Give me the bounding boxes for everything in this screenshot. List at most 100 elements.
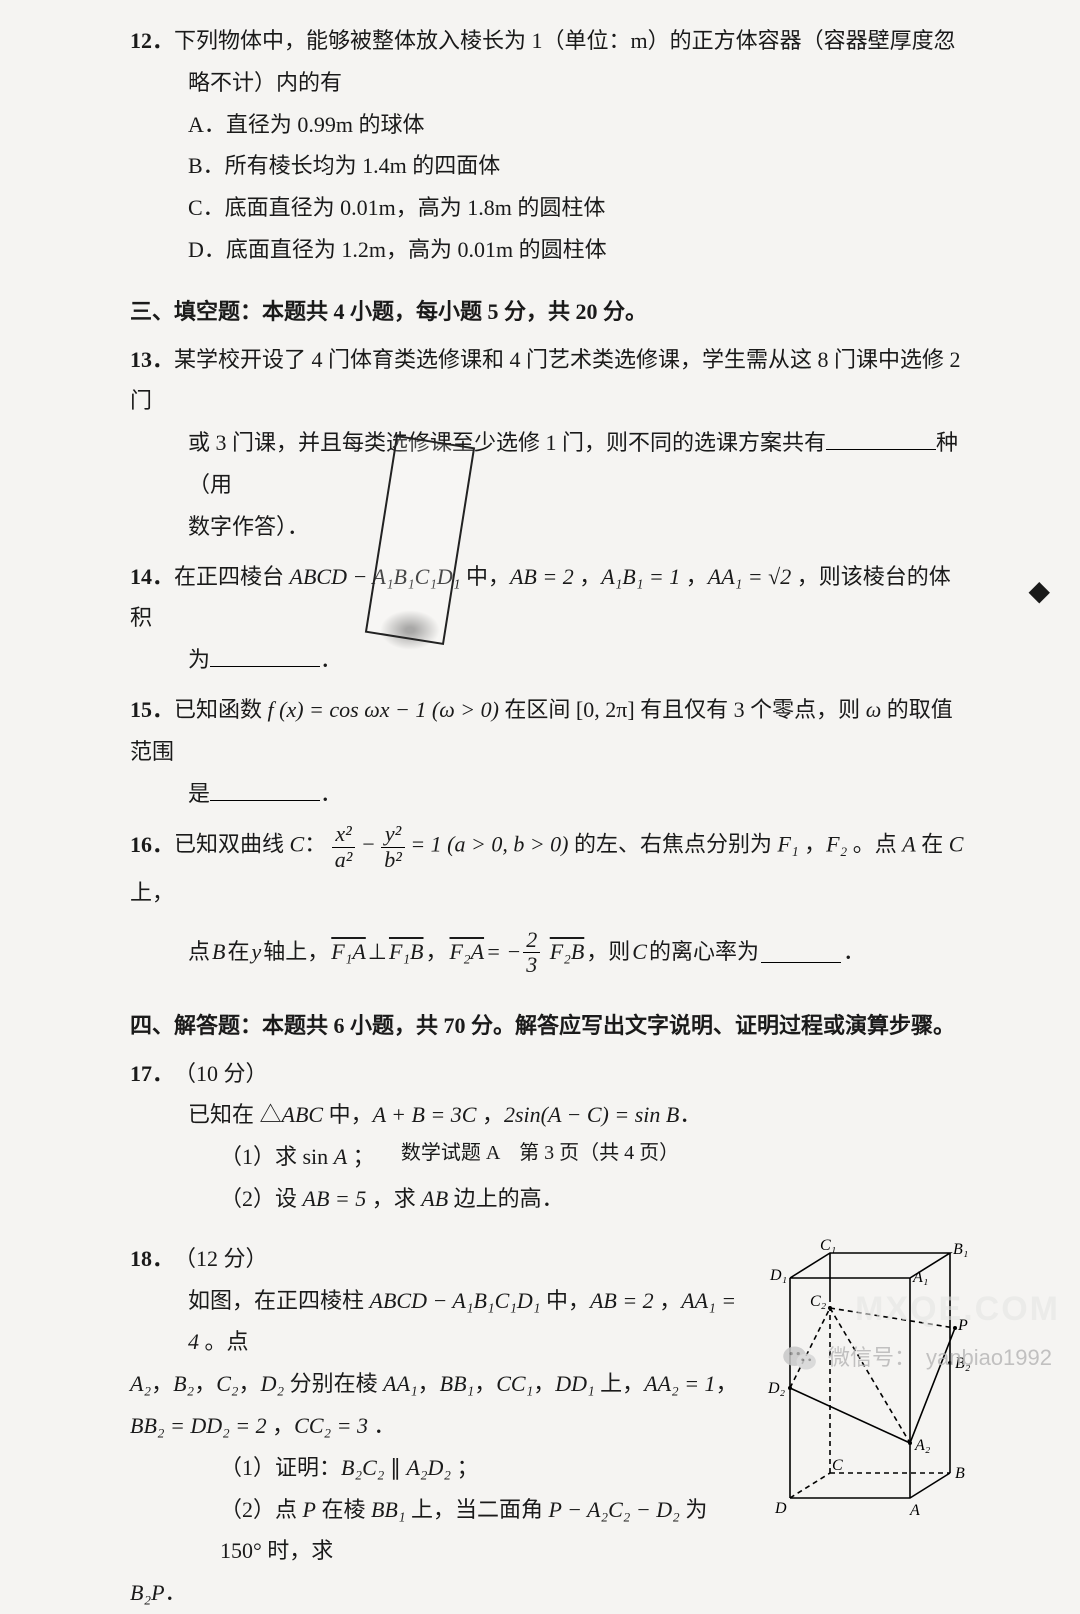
q17-l1a: 已知在 △ — [188, 1102, 282, 1127]
q18-c4: ， — [239, 1371, 261, 1396]
q16-l2e: 的离心率为 — [649, 931, 759, 973]
q18-ab2: AB = 2 — [590, 1288, 654, 1313]
q12-stem1: 下列物体中，能够被整体放入棱长为 1（单位：m）的正方体容器（容器壁厚度忽 — [174, 28, 956, 53]
q18-par: ∥ — [384, 1455, 406, 1480]
q18-A2: A₂ — [130, 1371, 151, 1396]
q15-blank — [210, 779, 320, 801]
q12-stem2: 略不计）内的有 — [130, 62, 970, 104]
q16-frac2-d: b² — [381, 848, 405, 872]
q16-l2d: ，则 — [586, 931, 630, 973]
q17-p2c: 边上的高． — [448, 1186, 564, 1211]
q16-frac2-n: y² — [381, 822, 405, 847]
q14-period: ． — [320, 647, 342, 672]
q18-abcd: ABCD − A₁B₁C₁D₁ — [370, 1288, 541, 1313]
q18-l2c: 上， — [595, 1371, 645, 1396]
lbl-B: B — [955, 1465, 965, 1482]
lbl-C: C — [832, 1457, 843, 1474]
q16-frac23: 23 — [523, 928, 540, 977]
q16-F2: F₂ — [826, 832, 847, 857]
q16-l1b: 的左、右焦点分别为 — [569, 832, 778, 857]
page-footer: 数学试题 A 第 3 页（共 4 页） — [130, 1134, 950, 1172]
q14-aa1: AA₁ = √2 — [708, 564, 791, 589]
q18-l1c: 。点 — [199, 1329, 249, 1354]
q16-frac1-d: a² — [332, 848, 356, 872]
q16-perp: ⊥ — [368, 931, 387, 973]
lbl-D2: D₂ — [767, 1380, 786, 1397]
q12-num: 12． — [130, 20, 174, 62]
q16-C: C — [290, 832, 305, 857]
q18-D2: D₂ — [261, 1371, 285, 1396]
q17-p2a: （2）设 — [220, 1186, 303, 1211]
q16-frac23-d: 3 — [523, 953, 540, 977]
watermark-id: yanbiao1992 — [926, 1337, 1052, 1379]
q16-minus: − — [355, 832, 381, 857]
q18-BB1b: BB₁ — [371, 1497, 406, 1522]
q16-F1A: F₁A — [331, 931, 366, 973]
q16-l1d: 在 — [916, 832, 949, 857]
q18-BB1: BB₁ — [440, 1371, 475, 1396]
q18-c1: ， — [654, 1288, 682, 1313]
q17-ab5: AB = 5 — [303, 1186, 367, 1211]
q15-l1a: 已知函数 — [174, 697, 268, 722]
q16-A: A — [902, 832, 915, 857]
q18-pts: （12 分） — [174, 1246, 268, 1271]
q17-eq1: A + B = 3C — [373, 1102, 477, 1127]
q16-frac2: y²b² — [381, 822, 405, 871]
q14-blank — [210, 645, 320, 667]
q16-l1a: 已知双曲线 — [174, 832, 290, 857]
q15-period: ． — [320, 781, 342, 806]
q18-l1b: 中， — [540, 1288, 590, 1313]
q12-D: D．底面直径为 1.2m，高为 0.01m 的圆柱体 — [130, 229, 970, 271]
q18-P: P — [303, 1497, 316, 1522]
q17-pts: （10 分） — [174, 1061, 268, 1086]
q18-p2c: 上，当二面角 — [406, 1497, 549, 1522]
q17-l1b: 中， — [323, 1102, 373, 1127]
q14-num: 14． — [130, 556, 174, 598]
q16: 16．已知双曲线 C： x²a² − y²b² = 1 (a > 0, b > … — [130, 822, 970, 977]
q18-p1a: （1）证明： — [220, 1455, 341, 1480]
q18-CC1: CC₁ — [496, 1371, 533, 1396]
q18-l3a: BB₂ = DD₂ = 2 — [130, 1413, 267, 1438]
watermark-label: 微信号： — [828, 1337, 916, 1379]
q16-B: B — [212, 931, 225, 973]
q15-omega: ω — [866, 697, 882, 722]
section-4-heading: 四、解答题：本题共 6 小题，共 70 分。解答应写出文字说明、证明过程或演算步… — [130, 1005, 970, 1047]
q18-C2: C₂ — [216, 1371, 238, 1396]
q13-l3: 数字作答）． — [130, 506, 970, 548]
q17-AB: AB — [421, 1186, 448, 1211]
q17-ABC: ABC — [282, 1102, 324, 1127]
q16-frac23-n: 2 — [523, 928, 540, 953]
q18-period: ． — [165, 1580, 187, 1605]
q18-c7: ， — [533, 1371, 555, 1396]
q14-abcd: ABCD − A₁B₁C₁D₁ — [290, 564, 461, 589]
q16-l2c: 轴上， — [263, 931, 329, 973]
q18-l2b: 分别在棱 — [284, 1371, 383, 1396]
section-3-heading: 三、填空题：本题共 4 小题，每小题 5 分，共 20 分。 — [130, 291, 970, 333]
q15-l2: 是 — [188, 781, 210, 806]
q16-c2: ， — [426, 931, 448, 973]
q16-C2: C — [949, 832, 964, 857]
q18: 18．（12 分） 如图，在正四棱柱 ABCD − A₁B₁C₁D₁ 中，AB … — [130, 1238, 970, 1614]
q18-l5: B₂P — [130, 1580, 165, 1605]
q13-num: 13． — [130, 339, 174, 381]
q17-c1: ， — [476, 1102, 504, 1127]
q18-AA1: AA₁ — [383, 1371, 418, 1396]
q18-DD1: DD₁ — [555, 1371, 594, 1396]
q18-c3: ， — [194, 1371, 216, 1396]
q13-l2a: 或 3 门课，并且每类选修课至少选修 1 门，则不同的选课方案共有 — [188, 430, 826, 455]
q14-c1: ， — [574, 564, 602, 589]
q18-B2C2: B₂C₂ — [341, 1455, 384, 1480]
q16-eqv: = − — [486, 931, 521, 973]
q13-l1: 某学校开设了 4 门体育类选修课和 4 门艺术类选修课，学生需从这 8 门课中选… — [130, 347, 961, 414]
q16-l1e: 上， — [130, 880, 174, 905]
q18-B2: B₂ — [173, 1371, 194, 1396]
q16-l2b: 在 — [227, 931, 249, 973]
lbl-A: A — [909, 1502, 920, 1518]
watermark-wechat: 微信号：yanbiao1992 — [782, 1337, 1052, 1379]
q16-l2a: 点 — [188, 931, 210, 973]
q18-p2b: 在棱 — [316, 1497, 371, 1522]
lbl-C2: C₂ — [810, 1293, 827, 1310]
q12-A: A．直径为 0.99m 的球体 — [130, 104, 970, 146]
q15-num: 15． — [130, 689, 174, 731]
q17-period: ． — [679, 1102, 701, 1127]
